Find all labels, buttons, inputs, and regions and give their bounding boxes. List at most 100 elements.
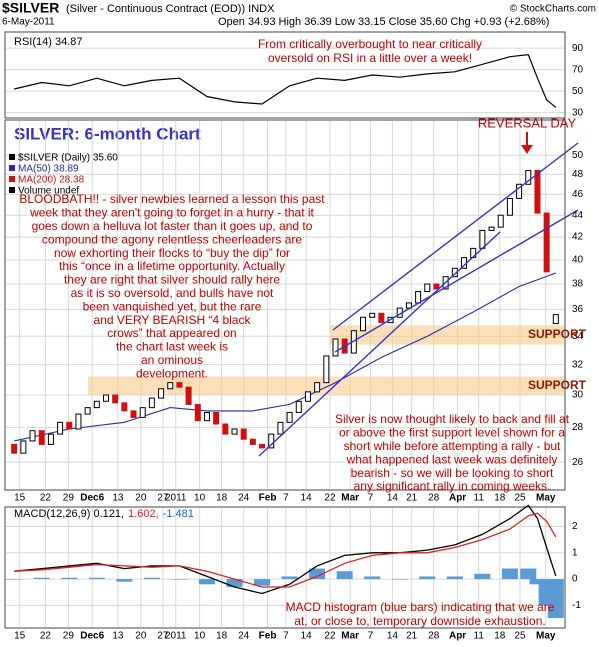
credit: © StockCharts.com [510,4,596,15]
date: 6-May-2011 [2,17,55,28]
x-tick-label: 27 [157,631,169,642]
annotation: been vanquished yet, but the rare [83,299,262,313]
histogram-bar [198,579,215,585]
x-tick-label: 18 [216,631,228,642]
candle [222,423,229,435]
candle [47,433,54,445]
annotation: or above the first support level shown f… [339,426,565,440]
ma-line [14,272,556,442]
y-tick-label: 46 [572,189,584,200]
y-tick-label: 50 [572,86,584,97]
legend-entry: MA(50) 38.89 [18,164,79,175]
candle [268,433,275,449]
x-tick-label: Apr [449,631,466,642]
x-tick-label: 7 [368,631,374,642]
annotation: oversold on RSI in a little over a week! [268,51,472,65]
x-tick-label: 28 [428,493,440,504]
candle [295,400,302,413]
histogram-bar [88,577,105,580]
x-tick-label: 18 [216,493,228,504]
annotation: goes down a helluva lot faster than it g… [32,219,313,233]
candle [38,430,45,445]
x-tick-label: 15 [14,493,26,504]
candle [203,411,210,422]
candle [194,403,201,422]
x-tick-label: 25 [514,493,526,504]
y-tick-label: 50 [572,150,584,161]
candle [20,440,27,454]
annotation: Silver is now thought likely to back and… [335,412,570,426]
x-tick-label: 7 [368,493,374,504]
candle [66,421,73,430]
y-tick-label: 32 [572,359,584,370]
histogram-bar [309,568,326,580]
x-tick-label: 28 [428,631,440,642]
x-tick-label: 27 [157,493,169,504]
candle [525,170,532,185]
legend-swatch [9,176,15,182]
x-tick-label: 20 [135,631,147,642]
y-tick-label: 44 [572,210,584,221]
candle [148,397,155,409]
rsi-label: RSI(14) 34.87 [14,36,82,48]
histogram-bar [547,579,564,619]
x-tick-label: 11 [474,493,485,504]
macd-label: 1.602, [128,508,159,520]
annotation: short while before attempting a rally - … [344,439,561,453]
annotation: the chart last week is [116,340,228,354]
histogram-bar [520,568,537,580]
x-tick-label: 14 [387,631,399,642]
x-tick-label: 24 [238,493,250,504]
x-tick-label: 11 [474,631,485,642]
histogram-bar [33,577,50,580]
macd-label: MACD(12,26,9) 0.121, [14,508,124,520]
panel-frame [4,31,566,119]
candle [332,338,339,357]
signal-line [14,512,557,588]
candle [516,183,523,199]
y-tick-label: -1 [572,600,581,611]
x-tick-label: 25 [514,631,526,642]
histogram-bar [501,568,518,580]
annotation: an ominous [141,353,203,367]
annotation: what happened last week was definitely [346,452,558,466]
reversal-label: REVERSAL DAY [478,115,577,130]
x-tick-label: 7 [283,631,289,642]
histogram-bar [116,579,133,582]
x-tick-label: 14 [301,631,313,642]
candle [259,443,266,449]
candle [75,413,82,430]
candle [11,443,18,454]
x-tick-label: Feb [259,493,277,504]
y-tick-label: 2 [572,521,578,532]
annotation: From critically overbought to near criti… [258,37,482,51]
support-label: SUPPORT [528,378,587,392]
panel-title: SILVER: 6-month Chart [14,124,201,143]
candle [185,386,192,405]
y-tick-label: 1 [572,547,578,558]
y-tick-label: 48 [572,169,584,180]
candle [479,229,486,249]
histogram-bar [336,571,353,580]
histogram-bar [226,579,243,587]
candle [323,355,330,384]
histogram-bar [364,576,381,580]
x-tick-label: 15 [14,631,26,642]
histogram-bar [419,576,436,580]
reversal-arrowhead [521,145,533,154]
x-tick-label: 13 [112,631,124,642]
candle [176,382,183,388]
legend-entry: Volume undef [18,186,79,197]
x-tick-label: 2011 [165,631,187,642]
candle [84,407,91,415]
candle [139,407,146,418]
y-tick-label: 42 [572,232,584,243]
candle [121,402,128,412]
candle [506,197,513,216]
histogram-bar [474,573,491,580]
y-tick-label: 70 [572,64,584,75]
x-tick-label: 29 [63,493,75,504]
x-tick-label: 18 [494,493,506,504]
candle [213,411,220,425]
